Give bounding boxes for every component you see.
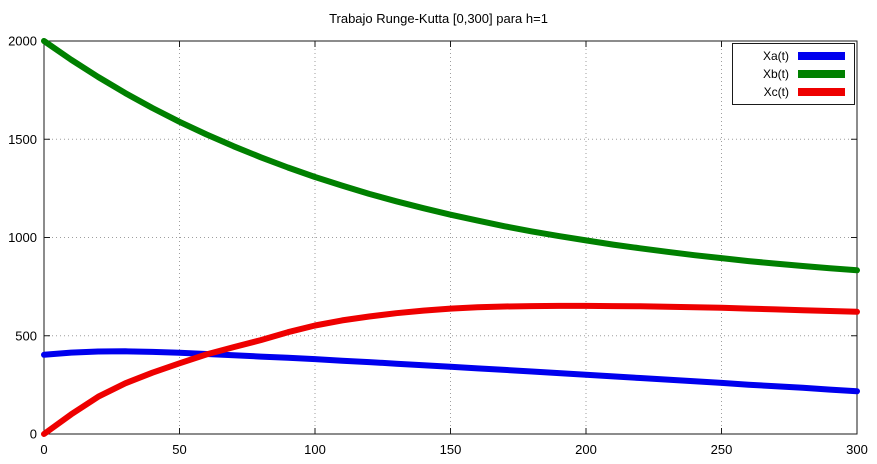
curve-Xb(t) [41,38,860,274]
legend-entry: Xa(t) [733,50,854,62]
x-tick-label: 150 [440,442,462,457]
legend-label: Xc(t) [763,85,789,99]
x-tick-label: 300 [846,442,868,457]
x-tick-label: 200 [575,442,597,457]
legend-box: Xa(t) Xb(t) Xc(t) [732,43,855,105]
y-tick-label: 500 [15,328,37,343]
x-tick-label: 250 [711,442,733,457]
chart-title: Trabajo Runge-Kutta [0,300] para h=1 [329,11,548,26]
x-tick-label: 100 [304,442,326,457]
x-tick-label: 50 [172,442,186,457]
legend-entry: Xb(t) [733,68,854,80]
y-tick-label: 1500 [8,132,37,147]
legend-swatch [798,52,845,60]
legend-swatch [798,70,845,78]
y-tick-label: 1000 [8,230,37,245]
legend-label: Xb(t) [762,67,789,81]
legend-entry: Xc(t) [733,86,854,98]
curve-Xa(t) [41,348,860,395]
y-tick-label: 2000 [8,34,37,49]
x-tick-label: 0 [40,442,47,457]
y-tick-label: 0 [30,427,37,442]
curve-Xc(t) [41,302,860,437]
legend-label: Xa(t) [762,49,789,63]
legend-swatch [798,88,845,96]
